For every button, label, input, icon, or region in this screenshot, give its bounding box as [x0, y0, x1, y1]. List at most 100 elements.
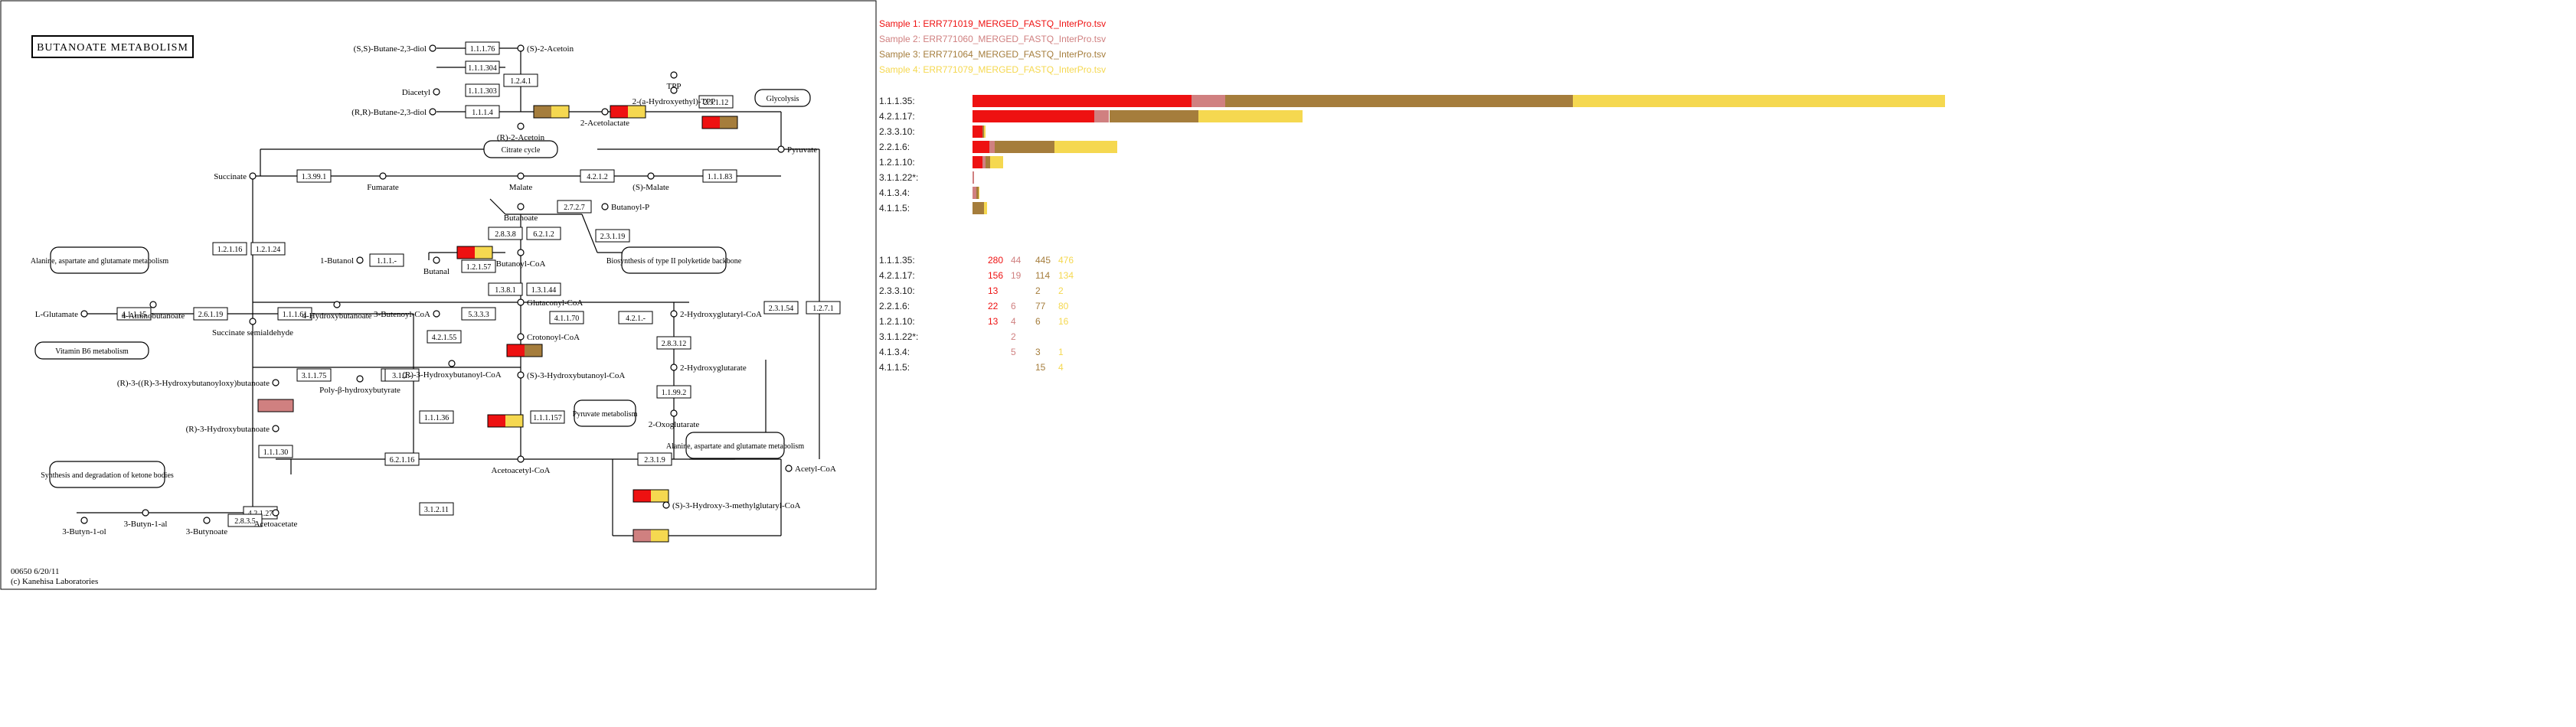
compound-node[interactable] [670, 86, 678, 94]
enzyme-hit-box[interactable] [701, 116, 738, 129]
enzyme-hit-box[interactable] [257, 399, 294, 412]
enzyme-box-1-2-1-24[interactable] [250, 242, 286, 256]
compound-label-tpp[interactable]: TPP [667, 82, 682, 91]
compound-node[interactable] [429, 108, 436, 116]
compound-node[interactable] [149, 301, 157, 308]
compound-label-r-3-r-3-hydroxybutanoyloxy-butanoate[interactable]: (R)-3-((R)-3-Hydroxybutanoyloxy)butanoat… [117, 379, 270, 388]
compound-label-l-glutamate[interactable]: L-Glutamate [35, 310, 78, 319]
enzyme-hit-box[interactable] [610, 105, 646, 119]
compound-label-poly-hydroxybutyrate[interactable]: Poly-β-hydroxybutyrate [319, 386, 400, 395]
compound-label-2-a-hydroxyethyl-tpp[interactable]: 2-(a-Hydroxyethyl)-TPP [633, 97, 716, 106]
compound-node[interactable] [517, 44, 525, 52]
compound-node[interactable] [433, 88, 440, 96]
enzyme-box-2-7-2-7[interactable] [557, 200, 592, 214]
compound-label-3-butynoate[interactable]: 3-Butynoate [186, 527, 227, 536]
compound-label-r-3-hydroxybutanoate[interactable]: (R)-3-Hydroxybutanoate [186, 425, 270, 434]
enzyme-box-1-3-99-1[interactable] [296, 169, 332, 183]
compound-node[interactable] [517, 249, 525, 256]
compound-label-2-hydroxyglutarate[interactable]: 2-Hydroxyglutarate [680, 364, 747, 373]
compound-node[interactable] [433, 310, 440, 318]
compound-node[interactable] [272, 509, 280, 517]
enzyme-box-4-2-1-55[interactable] [427, 330, 462, 344]
compound-label-butanoyl-p[interactable]: Butanoyl-P [611, 203, 649, 212]
compound-label-butanoyl-coa[interactable]: Butanoyl-CoA [496, 259, 546, 269]
enzyme-box-1-2-4-1[interactable] [503, 73, 538, 87]
compound-node[interactable] [433, 256, 440, 264]
enzyme-box-1-1-1-30[interactable] [258, 445, 293, 458]
compound-label-acetoacetate[interactable]: Acetoacetate [254, 520, 298, 529]
enzyme-box-1-3-1-44[interactable] [526, 282, 561, 296]
compound-node[interactable] [670, 364, 678, 371]
compound-node[interactable] [670, 310, 678, 318]
enzyme-box-3-1-1-75[interactable] [296, 368, 332, 382]
pathway-link-vitamin-b6-metabolism[interactable] [34, 341, 149, 360]
compound-node[interactable] [517, 371, 525, 379]
compound-label-4-aminobutanoate[interactable]: 4-Aminobutanoate [122, 311, 185, 321]
compound-label-acetyl-coa[interactable]: Acetyl-CoA [795, 465, 836, 474]
compound-label-3-butyn-1-al[interactable]: 3-Butyn-1-al [124, 520, 168, 529]
enzyme-box-1-1-99-2[interactable] [656, 385, 691, 399]
compound-node[interactable] [601, 203, 609, 210]
enzyme-box-1-1-1-83[interactable] [702, 169, 737, 183]
enzyme-box-4-2-1[interactable] [618, 311, 653, 324]
pathway-link-glycolysis[interactable] [754, 89, 811, 107]
compound-node[interactable] [249, 172, 257, 180]
compound-label-r-2-acetoin[interactable]: (R)-2-Acetoin [497, 133, 545, 142]
compound-node[interactable] [670, 71, 678, 79]
compound-node[interactable] [647, 172, 655, 180]
enzyme-hit-box[interactable] [633, 529, 669, 543]
pathway-link-alanine-aspartate-and-glutamate-metabolism[interactable] [50, 246, 149, 274]
enzyme-box-6-2-1-16[interactable] [384, 452, 420, 466]
compound-label-malate[interactable]: Malate [509, 183, 533, 192]
compound-label-1-butanol[interactable]: 1-Butanol [320, 256, 354, 266]
enzyme-hit-box[interactable] [633, 489, 669, 503]
pathway-link-synthesis-and-degradation-of-ketone-bodies[interactable] [49, 461, 165, 488]
compound-node[interactable] [517, 122, 525, 130]
pathway-link-alanine-aspartate-and-glutamate-metabolism[interactable] [685, 432, 785, 459]
compound-label-s-s-butane-2-3-diol[interactable]: (S,S)-Butane-2,3-diol [354, 44, 427, 54]
compound-node[interactable] [203, 517, 211, 524]
compound-label-s-2-acetoin[interactable]: (S)-2-Acetoin [527, 44, 574, 54]
enzyme-box-1-1-1-304[interactable] [465, 60, 500, 74]
enzyme-box-2-8-3-5[interactable] [227, 513, 263, 527]
compound-label-r-r-butane-2-3-diol[interactable]: (R,R)-Butane-2,3-diol [351, 108, 427, 117]
compound-node[interactable] [379, 172, 387, 180]
compound-label-s-malate[interactable]: (S)-Malate [633, 183, 669, 192]
compound-node[interactable] [272, 425, 280, 432]
enzyme-box-2-6-1-19[interactable] [193, 307, 228, 321]
enzyme-box-1-3-8-1[interactable] [488, 282, 523, 296]
enzyme-box-2-3-1-54[interactable] [763, 301, 799, 315]
compound-label-diacetyl[interactable]: Diacetyl [402, 88, 430, 97]
enzyme-hit-box[interactable] [533, 105, 570, 119]
compound-label-pyruvate[interactable]: Pyruvate [787, 145, 817, 155]
compound-label-acetoacetyl-coa[interactable]: Acetoacetyl-CoA [492, 466, 551, 475]
compound-node[interactable] [356, 256, 364, 264]
compound-label-succinate[interactable]: Succinate [214, 172, 247, 181]
enzyme-hit-box[interactable] [506, 344, 543, 357]
enzyme-box-1-1-1-4[interactable] [465, 105, 500, 119]
enzyme-box-2-3-1-9[interactable] [637, 452, 672, 466]
enzyme-box-3-1-2[interactable] [384, 368, 420, 382]
compound-node[interactable] [517, 203, 525, 210]
enzyme-hit-box[interactable] [456, 246, 493, 259]
compound-label-crotonoyl-coa[interactable]: Crotonoyl-CoA [527, 333, 580, 342]
compound-node[interactable] [662, 501, 670, 509]
compound-node[interactable] [601, 108, 609, 116]
compound-label-2-acetolactate[interactable]: 2-Acetolactate [580, 119, 629, 128]
enzyme-box-1-2-1-16[interactable] [212, 242, 247, 256]
compound-node[interactable] [670, 409, 678, 417]
compound-label-glutaconyl-coa[interactable]: Glutaconyl-CoA [527, 298, 583, 308]
enzyme-box-1-1-1-303[interactable] [465, 83, 500, 97]
enzyme-box-4-2-1-2[interactable] [580, 169, 615, 183]
pathway-link-citrate-cycle[interactable] [483, 140, 558, 158]
compound-node[interactable] [80, 517, 88, 524]
compound-node[interactable] [517, 333, 525, 341]
compound-node[interactable] [785, 465, 793, 472]
enzyme-box-2-3-1-12[interactable] [698, 95, 734, 109]
compound-label-2-oxoglutarate[interactable]: 2-Oxoglutarate [649, 420, 700, 429]
compound-label-succinate-semialdehyde[interactable]: Succinate semialdehyde [212, 328, 293, 337]
enzyme-box-1-1-1[interactable] [369, 253, 404, 267]
compound-label-s-3-hydroxy-3-methylglutaryl-coa[interactable]: (S)-3-Hydroxy-3-methylglutaryl-CoA [672, 501, 800, 510]
pathway-link-pyruvate-metabolism[interactable] [574, 399, 636, 427]
compound-label-3-butenoyl-coa[interactable]: 3-Butenoyl-CoA [374, 310, 430, 319]
